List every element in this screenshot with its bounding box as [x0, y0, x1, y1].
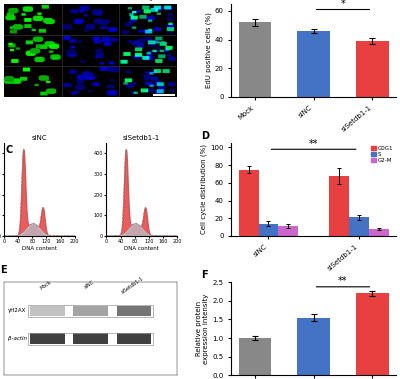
Bar — [349, 218, 369, 236]
Text: EdU: EdU — [28, 0, 38, 1]
Y-axis label: EdU positive cells (%): EdU positive cells (%) — [205, 12, 212, 88]
Text: γH2AX: γH2AX — [8, 309, 26, 313]
Bar — [28, 333, 153, 345]
Text: β-actin: β-actin — [8, 336, 26, 341]
Text: siNC: siNC — [83, 280, 95, 290]
Text: siSetdb1-1: siSetdb1-1 — [120, 276, 144, 294]
Bar — [30, 334, 64, 344]
Bar — [369, 229, 388, 236]
Bar — [356, 293, 388, 375]
Bar — [258, 224, 278, 236]
Text: *: * — [340, 0, 345, 9]
Text: **: ** — [338, 276, 348, 286]
Bar — [239, 338, 271, 375]
Bar — [298, 318, 330, 375]
Text: Merge: Merge — [140, 0, 157, 1]
Bar — [239, 22, 271, 97]
Bar — [356, 41, 388, 97]
Bar — [73, 334, 108, 344]
X-axis label: DNA content: DNA content — [124, 246, 159, 251]
Bar — [239, 170, 258, 236]
Bar — [116, 305, 151, 316]
Y-axis label: Relative protein
expression intensity: Relative protein expression intensity — [196, 294, 210, 364]
Bar — [116, 334, 151, 344]
Text: C: C — [6, 145, 13, 155]
Text: E: E — [0, 265, 7, 275]
Text: D: D — [202, 131, 210, 141]
Bar — [298, 31, 330, 97]
Title: siSetdb1-1: siSetdb1-1 — [123, 135, 160, 141]
Bar — [28, 305, 153, 317]
Text: F: F — [202, 271, 208, 280]
Text: **: ** — [309, 139, 318, 149]
Title: siNC: siNC — [32, 135, 47, 141]
X-axis label: DNA content: DNA content — [22, 246, 57, 251]
Bar — [30, 305, 64, 316]
Y-axis label: Cell cycle distribution (%): Cell cycle distribution (%) — [201, 144, 207, 235]
Bar — [73, 305, 108, 316]
Legend: G0G1, S, G2-M: G0G1, S, G2-M — [371, 146, 393, 163]
Text: Mock: Mock — [39, 279, 52, 291]
Bar — [329, 176, 349, 236]
Text: B: B — [202, 0, 209, 2]
Text: DAPI: DAPI — [84, 0, 97, 1]
Bar — [278, 226, 298, 236]
